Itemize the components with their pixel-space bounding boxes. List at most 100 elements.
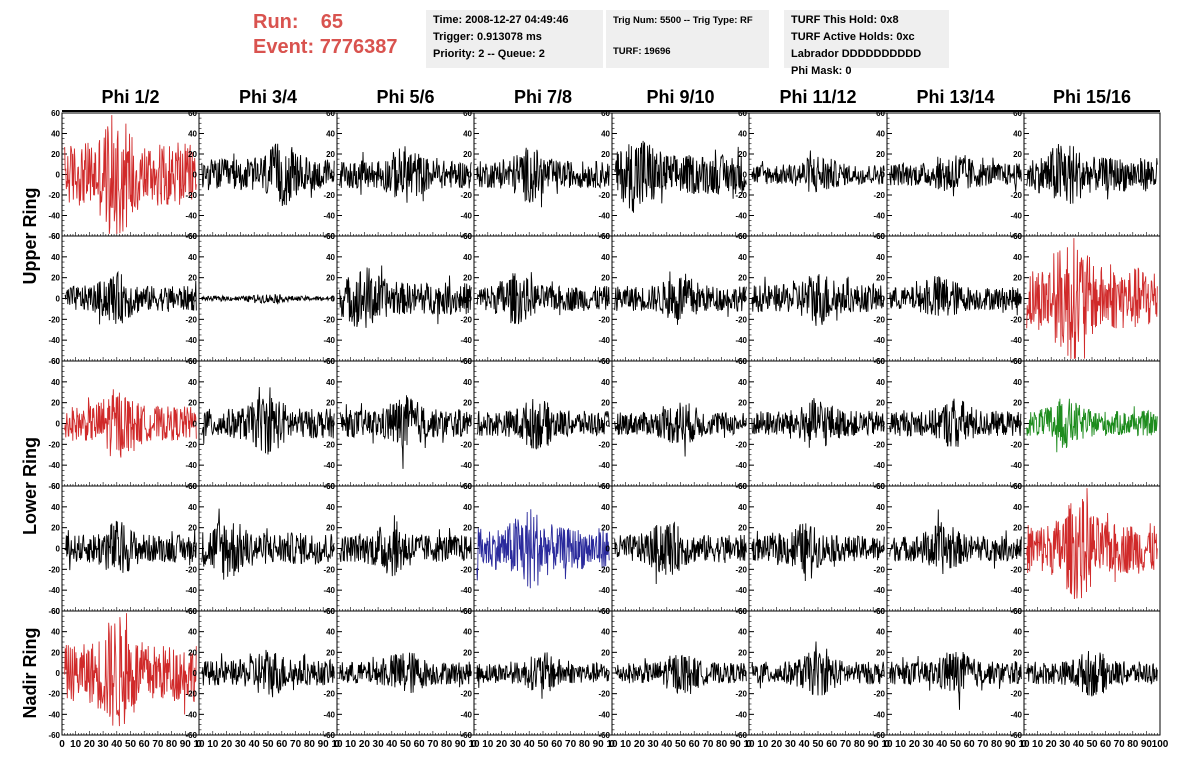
- x-tick-label: 10: [606, 739, 618, 750]
- y-tick-label: -20: [185, 191, 197, 200]
- waveform-line: [889, 398, 1022, 447]
- y-tick-label: -40: [48, 336, 60, 345]
- x-tick-label: 10: [207, 739, 219, 750]
- y-tick-label: 0: [606, 420, 611, 429]
- y-tick-label: -20: [185, 565, 197, 574]
- waveform-line: [1026, 650, 1158, 697]
- y-tick-label: -20: [460, 690, 472, 699]
- y-tick-label: 20: [463, 150, 472, 159]
- y-tick-label: 60: [51, 109, 60, 118]
- y-tick-label: 60: [51, 482, 60, 491]
- y-tick-label: 0: [331, 420, 336, 429]
- y-tick-label: -20: [323, 690, 335, 699]
- x-tick-label: 10: [331, 739, 343, 750]
- y-tick-label: 20: [601, 274, 610, 283]
- waveform-line: [614, 402, 747, 457]
- y-tick-label: 0: [606, 295, 611, 304]
- waveform-line: [64, 520, 197, 573]
- y-tick-label: -40: [460, 461, 472, 470]
- y-tick-label: -40: [598, 212, 610, 221]
- x-tick-label: 90: [868, 739, 880, 750]
- y-tick-label: 60: [876, 482, 885, 491]
- x-tick-label: 0: [471, 739, 477, 750]
- y-tick-label: 60: [601, 109, 610, 118]
- x-tick-label: 90: [180, 739, 192, 750]
- x-tick-label: 50: [537, 739, 549, 750]
- y-tick-label: 0: [743, 295, 748, 304]
- y-tick-label: -20: [1010, 440, 1022, 449]
- y-tick-label: 20: [51, 274, 60, 283]
- x-tick-label: 20: [359, 739, 371, 750]
- y-tick-label: 40: [1013, 378, 1022, 387]
- waveform-line: [64, 389, 197, 458]
- y-tick-label: -40: [185, 461, 197, 470]
- y-tick-label: -40: [460, 212, 472, 221]
- labrador-text: Labrador DDDDDDDDDD: [791, 48, 922, 60]
- y-tick-label: 60: [601, 607, 610, 616]
- waveform-line: [614, 521, 747, 585]
- y-tick-label: 20: [463, 399, 472, 408]
- x-tick-label: 40: [936, 739, 948, 750]
- x-tick-label: 80: [166, 739, 178, 750]
- y-tick-label: 20: [876, 524, 885, 533]
- y-tick-label: 0: [881, 545, 886, 554]
- x-tick-label: 60: [139, 739, 151, 750]
- y-tick-label: -20: [873, 690, 885, 699]
- y-tick-label: 60: [51, 232, 60, 241]
- waveform-line: [751, 274, 885, 326]
- waveform-line: [476, 509, 610, 589]
- x-tick-label: 70: [290, 739, 302, 750]
- y-tick-label: 60: [463, 109, 472, 118]
- y-tick-label: -60: [1010, 731, 1022, 740]
- y-tick-label: 0: [881, 420, 886, 429]
- run-row: Run: 65: [253, 10, 398, 35]
- y-tick-label: -40: [873, 212, 885, 221]
- waveform-line: [751, 398, 885, 448]
- y-tick-label: 40: [876, 253, 885, 262]
- x-tick-label: 30: [373, 739, 385, 750]
- x-tick-label: 60: [964, 739, 976, 750]
- y-tick-label: -20: [185, 690, 197, 699]
- y-tick-label: -20: [598, 690, 610, 699]
- priority-text: Priority: 2 -- Queue: 2: [433, 48, 545, 60]
- x-tick-label: 10: [482, 739, 494, 750]
- y-tick-label: -20: [735, 191, 747, 200]
- x-tick-label: 10: [70, 739, 82, 750]
- waveform-line: [64, 613, 197, 727]
- x-tick-label: 80: [1127, 739, 1139, 750]
- x-tick-label: 80: [441, 739, 453, 750]
- y-tick-label: 40: [601, 130, 610, 139]
- y-tick-label: 0: [881, 669, 886, 678]
- y-tick-label: -40: [48, 586, 60, 595]
- y-tick-label: -20: [48, 191, 60, 200]
- waveform-line: [339, 146, 472, 203]
- y-tick-label: 20: [1013, 648, 1022, 657]
- x-tick-label: 50: [125, 739, 137, 750]
- y-tick-label: 60: [326, 607, 335, 616]
- turf-active-text: TURF Active Holds: 0xc: [791, 31, 915, 43]
- y-tick-label: 0: [468, 295, 473, 304]
- y-tick-label: -40: [1010, 212, 1022, 221]
- y-tick-label: 0: [193, 171, 198, 180]
- y-tick-label: 0: [193, 420, 198, 429]
- y-tick-label: 40: [188, 253, 197, 262]
- y-tick-label: 20: [1013, 274, 1022, 283]
- y-tick-label: 20: [738, 648, 747, 657]
- y-tick-label: 60: [463, 607, 472, 616]
- y-tick-label: -60: [48, 607, 60, 616]
- run-event-header: Run: 65 Event: 7776387: [253, 10, 398, 60]
- x-tick-label: 50: [400, 739, 412, 750]
- y-tick-label: 20: [876, 150, 885, 159]
- y-tick-label: 60: [463, 357, 472, 366]
- x-tick-label: 100: [1152, 739, 1169, 750]
- y-tick-label: 40: [876, 628, 885, 637]
- x-tick-label: 90: [730, 739, 742, 750]
- y-tick-label: 0: [331, 295, 336, 304]
- y-tick-label: 0: [331, 171, 336, 180]
- y-tick-label: -20: [460, 315, 472, 324]
- y-tick-label: 20: [738, 399, 747, 408]
- y-tick-label: 20: [1013, 150, 1022, 159]
- x-tick-label: 80: [579, 739, 591, 750]
- y-tick-label: 20: [188, 648, 197, 657]
- time-text: Time: 2008-12-27 04:49:46: [433, 14, 569, 26]
